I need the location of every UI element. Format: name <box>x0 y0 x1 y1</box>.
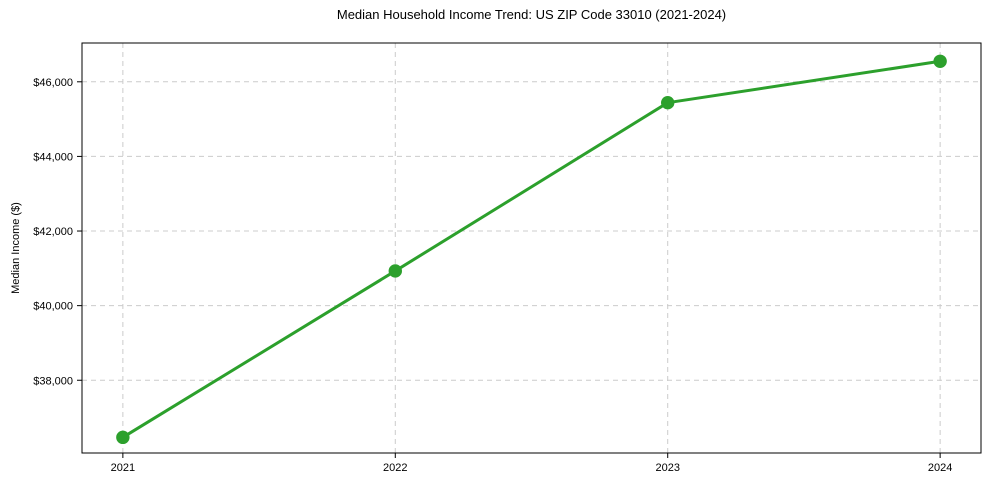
data-point-marker <box>933 54 947 68</box>
chart-title: Median Household Income Trend: US ZIP Co… <box>336 7 727 22</box>
x-tick-label: 2021 <box>111 462 135 474</box>
plot-border <box>81 42 982 454</box>
x-tick-label: 2024 <box>928 462 952 474</box>
x-tick-label: 2023 <box>655 462 679 474</box>
trend-line <box>121 59 942 439</box>
data-point-marker <box>661 95 675 110</box>
x-tick-label: 2022 <box>383 462 407 474</box>
plot-area <box>82 43 981 453</box>
data-point-marker <box>388 264 402 278</box>
y-tick-label: $38,000 <box>33 375 73 387</box>
y-tick-label: $46,000 <box>33 77 73 89</box>
y-tick-label: $40,000 <box>33 301 73 313</box>
y-tick-label: $44,000 <box>33 151 73 163</box>
y-tick-label: $42,000 <box>33 226 73 238</box>
data-point-marker <box>116 430 130 445</box>
